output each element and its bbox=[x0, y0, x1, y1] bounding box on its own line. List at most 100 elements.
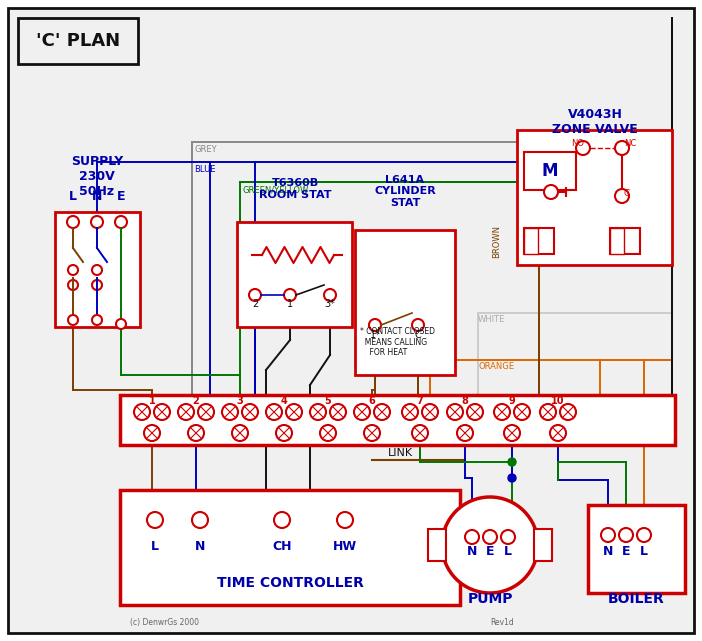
Bar bbox=[120, 395, 675, 445]
Circle shape bbox=[508, 474, 516, 482]
Circle shape bbox=[465, 530, 479, 544]
Circle shape bbox=[154, 404, 170, 420]
Bar bbox=[534, 529, 552, 561]
Circle shape bbox=[540, 404, 556, 420]
Bar bbox=[55, 212, 140, 327]
Text: TIME CONTROLLER: TIME CONTROLLER bbox=[216, 576, 364, 590]
Text: C: C bbox=[415, 330, 421, 340]
Circle shape bbox=[144, 425, 160, 441]
Circle shape bbox=[467, 404, 483, 420]
Text: 1*: 1* bbox=[369, 330, 380, 340]
Text: 2: 2 bbox=[192, 396, 199, 406]
Text: 1: 1 bbox=[287, 299, 293, 309]
Circle shape bbox=[274, 512, 290, 528]
Text: Rev1d: Rev1d bbox=[490, 618, 514, 627]
Circle shape bbox=[544, 185, 558, 199]
Circle shape bbox=[91, 216, 103, 228]
Text: 3*: 3* bbox=[324, 299, 336, 309]
Text: CH: CH bbox=[272, 540, 292, 553]
Circle shape bbox=[188, 425, 204, 441]
Text: M: M bbox=[542, 162, 558, 180]
Circle shape bbox=[374, 404, 390, 420]
Circle shape bbox=[232, 425, 248, 441]
Text: L: L bbox=[151, 540, 159, 553]
Text: 3: 3 bbox=[237, 396, 244, 406]
Text: E: E bbox=[117, 190, 125, 203]
Text: SUPPLY
230V
50Hz: SUPPLY 230V 50Hz bbox=[71, 155, 123, 198]
Text: (c) DenwrGs 2000: (c) DenwrGs 2000 bbox=[130, 618, 199, 627]
Circle shape bbox=[504, 425, 520, 441]
Text: BLUE: BLUE bbox=[194, 165, 216, 174]
Circle shape bbox=[320, 425, 336, 441]
Text: * CONTACT CLOSED
  MEANS CALLING
    FOR HEAT: * CONTACT CLOSED MEANS CALLING FOR HEAT bbox=[360, 327, 435, 357]
Text: L: L bbox=[69, 190, 77, 203]
Bar bbox=[610, 228, 640, 254]
Circle shape bbox=[619, 528, 633, 542]
Bar bbox=[428, 529, 446, 561]
Circle shape bbox=[92, 315, 102, 325]
Circle shape bbox=[422, 404, 438, 420]
Circle shape bbox=[276, 425, 292, 441]
Text: LINK: LINK bbox=[388, 448, 413, 458]
Circle shape bbox=[192, 512, 208, 528]
Text: 8: 8 bbox=[461, 396, 468, 406]
Text: V4043H
ZONE VALVE: V4043H ZONE VALVE bbox=[552, 108, 638, 136]
Circle shape bbox=[369, 319, 381, 331]
Circle shape bbox=[249, 289, 261, 301]
Circle shape bbox=[337, 512, 353, 528]
Text: 7: 7 bbox=[416, 396, 423, 406]
Text: 5: 5 bbox=[324, 396, 331, 406]
Circle shape bbox=[92, 265, 102, 275]
Circle shape bbox=[310, 404, 326, 420]
Circle shape bbox=[560, 404, 576, 420]
Circle shape bbox=[284, 289, 296, 301]
Circle shape bbox=[68, 280, 78, 290]
Circle shape bbox=[457, 425, 473, 441]
Text: HW: HW bbox=[333, 540, 357, 553]
Text: E: E bbox=[622, 545, 630, 558]
Text: GREEN/YELLOW: GREEN/YELLOW bbox=[242, 185, 308, 194]
Text: NO: NO bbox=[571, 139, 584, 148]
Text: BROWN: BROWN bbox=[492, 225, 501, 258]
Bar bbox=[524, 152, 576, 190]
Bar bbox=[610, 228, 624, 254]
Bar bbox=[120, 490, 460, 605]
Circle shape bbox=[68, 265, 78, 275]
Text: 'C' PLAN: 'C' PLAN bbox=[36, 32, 120, 50]
Circle shape bbox=[447, 404, 463, 420]
Circle shape bbox=[364, 425, 380, 441]
Circle shape bbox=[324, 289, 336, 301]
Circle shape bbox=[412, 425, 428, 441]
Text: 1: 1 bbox=[149, 396, 155, 406]
Circle shape bbox=[501, 530, 515, 544]
Text: L641A
CYLINDER
STAT: L641A CYLINDER STAT bbox=[374, 175, 436, 208]
Circle shape bbox=[134, 404, 150, 420]
Circle shape bbox=[601, 528, 615, 542]
Bar bbox=[18, 18, 138, 64]
Text: E: E bbox=[486, 545, 494, 558]
Circle shape bbox=[412, 319, 424, 331]
Text: N: N bbox=[92, 190, 102, 203]
Text: GREY: GREY bbox=[194, 145, 217, 154]
Bar bbox=[237, 222, 352, 327]
Circle shape bbox=[266, 404, 282, 420]
Circle shape bbox=[116, 319, 126, 329]
Circle shape bbox=[637, 528, 651, 542]
Text: 10: 10 bbox=[551, 396, 564, 406]
Bar bbox=[355, 230, 455, 375]
Circle shape bbox=[198, 404, 214, 420]
Text: 2: 2 bbox=[252, 299, 258, 309]
Text: PUMP: PUMP bbox=[468, 592, 512, 606]
Circle shape bbox=[68, 315, 78, 325]
Circle shape bbox=[576, 141, 590, 155]
Text: 9: 9 bbox=[509, 396, 515, 406]
Bar bbox=[524, 228, 538, 254]
Circle shape bbox=[354, 404, 370, 420]
Circle shape bbox=[147, 512, 163, 528]
Text: N: N bbox=[467, 545, 477, 558]
Bar bbox=[588, 505, 685, 593]
Text: NC: NC bbox=[624, 139, 636, 148]
Text: BOILER: BOILER bbox=[608, 592, 665, 606]
Circle shape bbox=[615, 141, 629, 155]
Circle shape bbox=[442, 497, 538, 593]
